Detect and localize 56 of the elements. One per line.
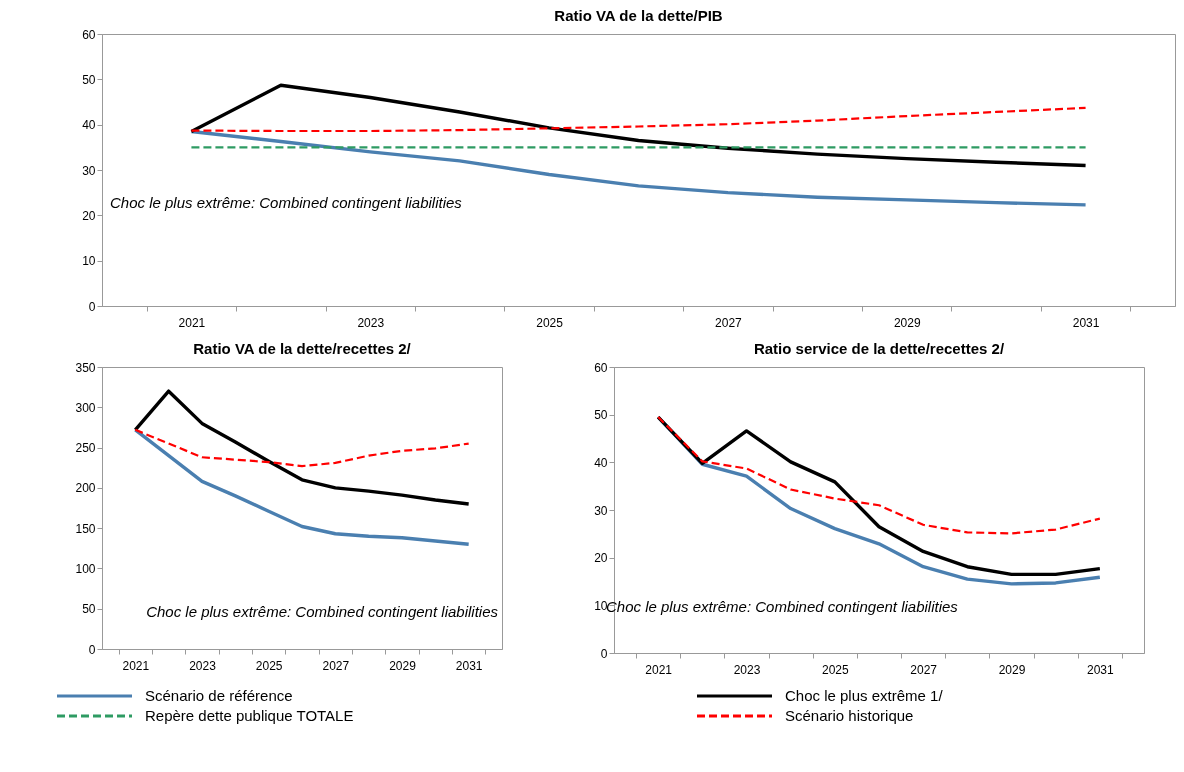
y-tick-label: 10 [594, 598, 608, 613]
x-tick-label: 2031 [1072, 315, 1100, 330]
y-tick-label: 50 [82, 72, 96, 87]
x-tick-label: 2023 [189, 658, 217, 673]
y-tick-label: 250 [75, 441, 96, 456]
y-tick-label: 30 [82, 163, 96, 178]
y-tick-label: 50 [594, 408, 608, 423]
y-tick-label: 10 [82, 254, 96, 269]
x-tick-label: 2031 [455, 658, 483, 673]
x-tick-label: 2025 [255, 658, 283, 673]
x-tick-label: 2029 [998, 662, 1026, 677]
x-tick-label: 2027 [715, 315, 743, 330]
chart-title: Ratio VA de la dette/PIB [554, 7, 723, 24]
y-tick-label: 40 [82, 118, 96, 133]
y-tick-label: 30 [594, 503, 608, 518]
y-tick-label: 0 [600, 646, 608, 661]
y-tick-label: 40 [594, 455, 608, 470]
y-tick-label: 150 [75, 521, 96, 536]
x-tick-label: 2021 [122, 658, 150, 673]
chart-title: Ratio VA de la dette/recettes 2/ [193, 340, 412, 357]
x-tick-label: 2025 [536, 315, 564, 330]
y-tick-label: 60 [82, 27, 96, 42]
line-series [133, 428, 471, 546]
line-series [190, 106, 1087, 133]
y-tick-label: 200 [75, 481, 96, 496]
y-tick-label: 0 [88, 299, 96, 314]
x-tick-label: 2021 [645, 662, 673, 677]
x-tick-label: 2023 [733, 662, 761, 677]
line-series [657, 415, 1101, 535]
y-tick-label: 60 [594, 360, 608, 375]
line-series [134, 428, 470, 468]
legend-label: Choc le plus extrême 1/ [785, 687, 944, 704]
x-tick-label: 2029 [893, 315, 921, 330]
legend-label: Scénario de référence [145, 687, 293, 704]
y-tick-label: 100 [75, 561, 96, 576]
x-tick-label: 2027 [322, 658, 350, 673]
annotation: Choc le plus extrême: Combined contingent liabilities [606, 598, 959, 616]
y-tick-label: 20 [594, 551, 608, 566]
x-tick-label: 2031 [1086, 662, 1114, 677]
y-tick-label: 20 [82, 208, 96, 223]
x-tick-label: 2025 [821, 662, 849, 677]
line-series [133, 389, 471, 506]
y-tick-label: 0 [88, 642, 96, 657]
annotation: Choc le plus extrême: Combined contingent liabilities [110, 193, 463, 211]
x-tick-label: 2027 [910, 662, 938, 677]
legend-label: Repère dette publique TOTALE [145, 707, 354, 724]
y-tick-label: 50 [82, 602, 96, 617]
x-tick-label: 2021 [178, 315, 206, 330]
x-tick-label: 2029 [389, 658, 417, 673]
x-tick-label: 2023 [357, 315, 385, 330]
y-tick-label: 300 [75, 400, 96, 415]
annotation: Choc le plus extrême: Combined contingent liabilities [146, 603, 499, 621]
legend-label: Scénario historique [785, 707, 914, 724]
line-series [189, 83, 1088, 168]
y-tick-label: 350 [75, 360, 96, 375]
chart-title: Ratio service de la dette/recettes 2/ [753, 340, 1005, 357]
